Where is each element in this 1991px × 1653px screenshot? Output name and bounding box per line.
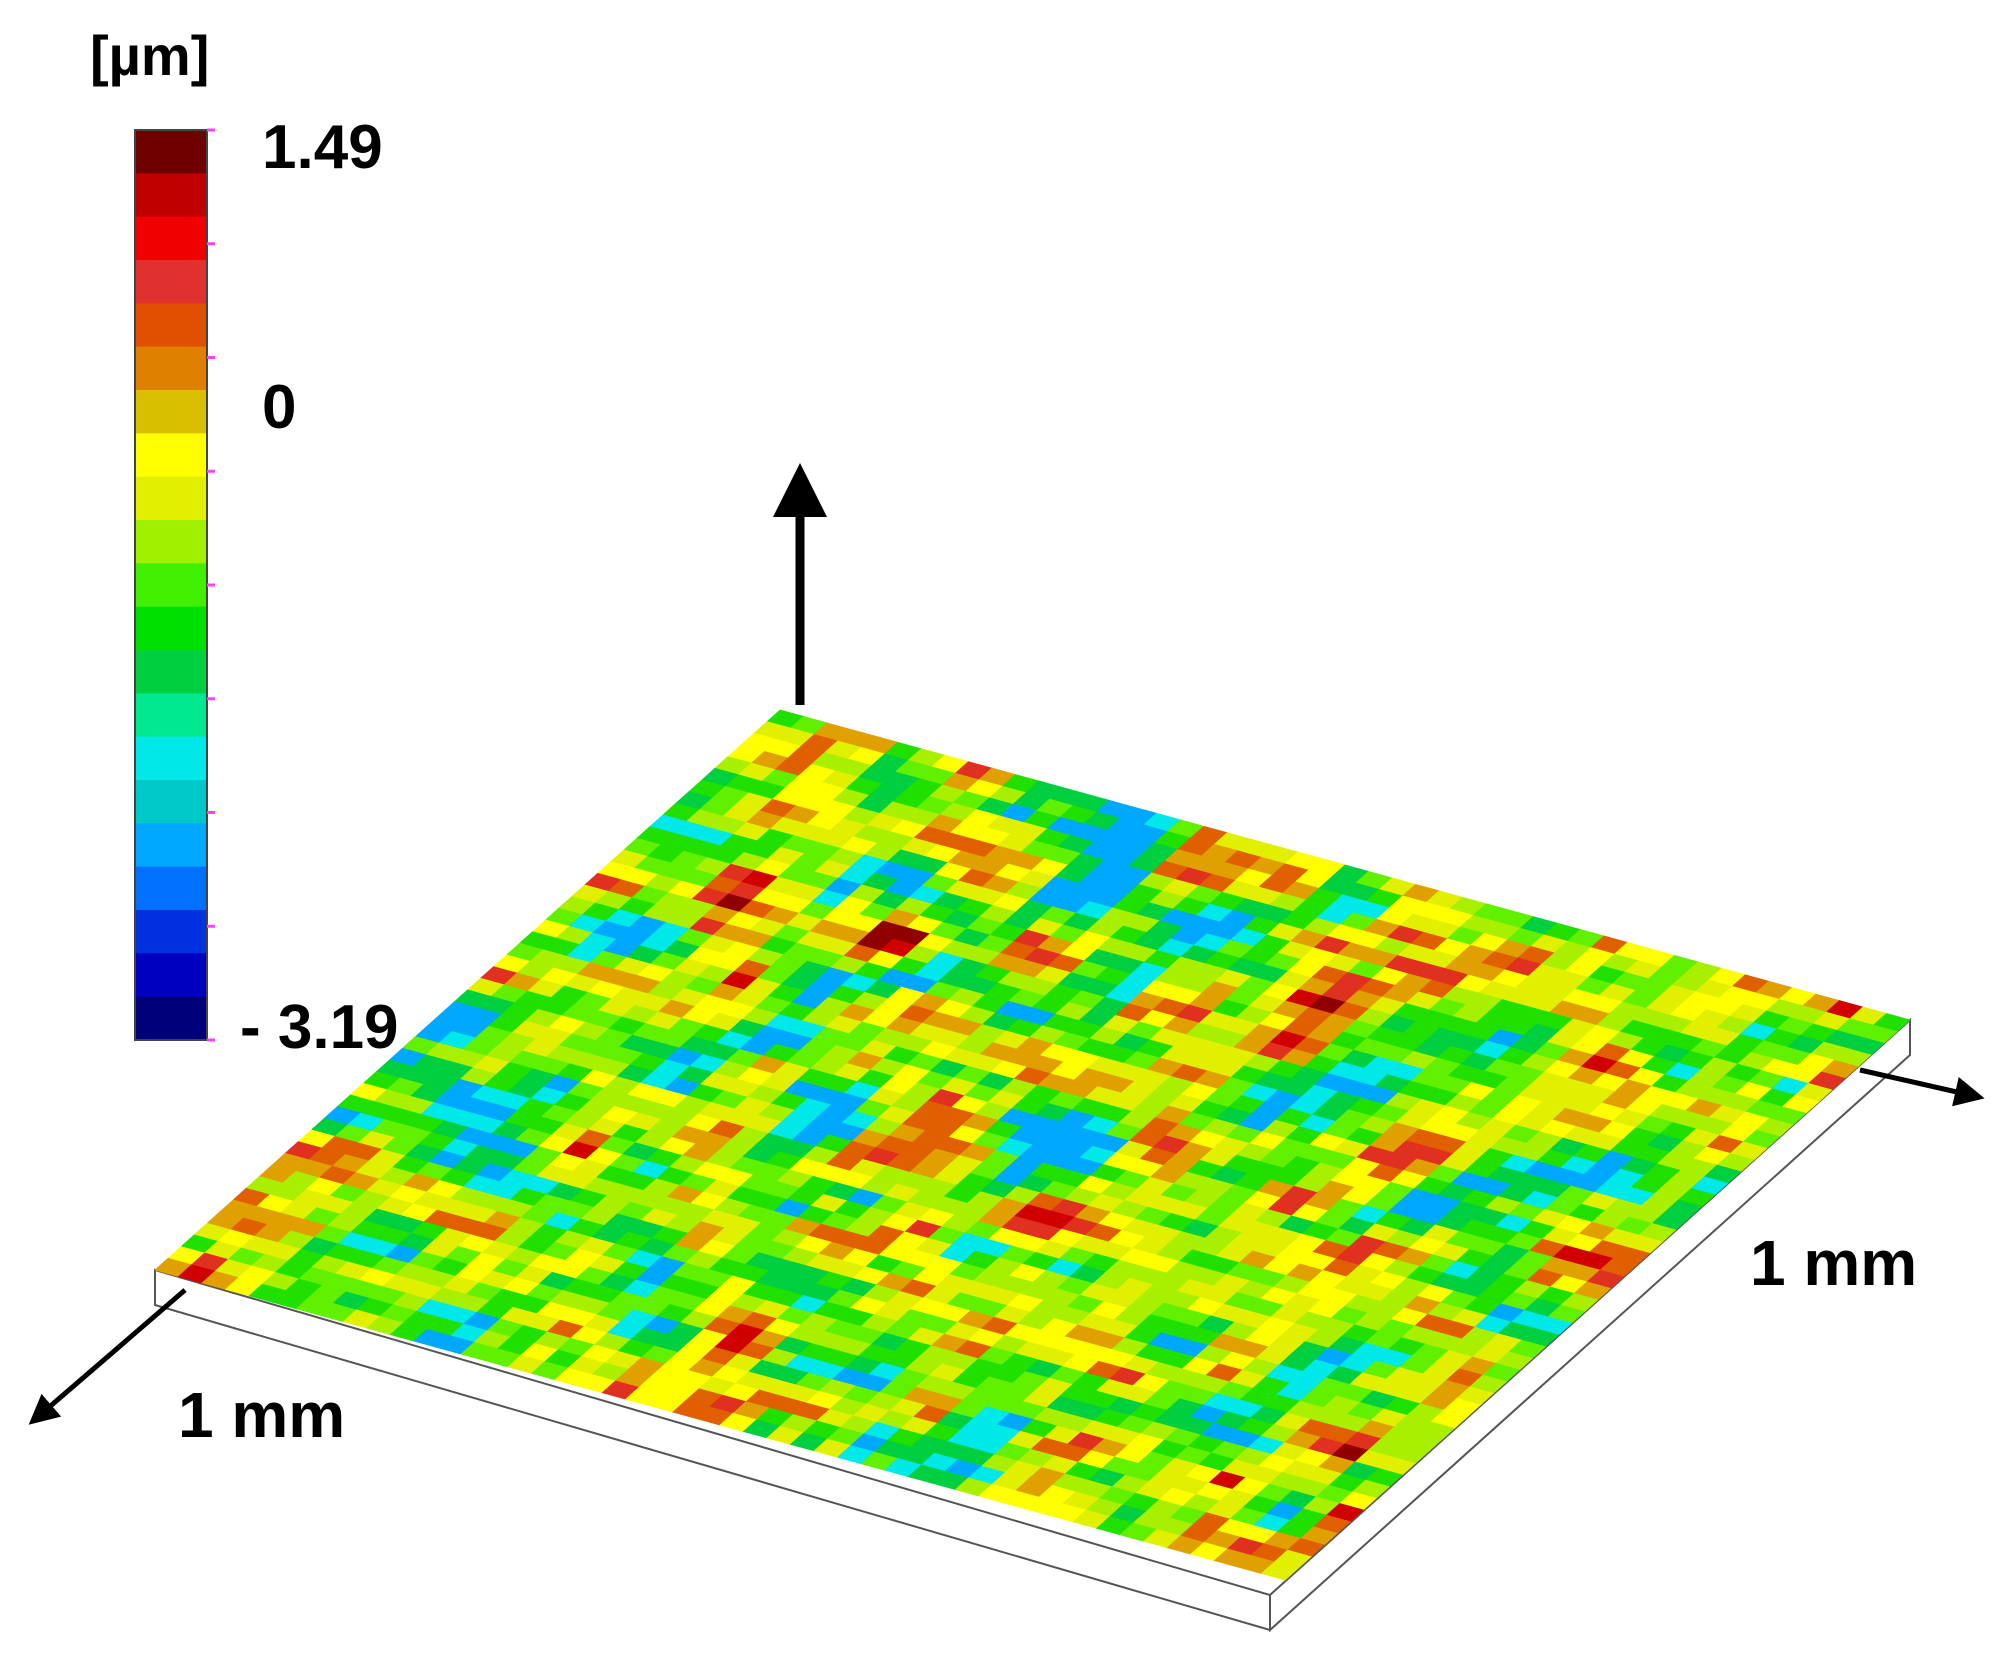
colorbar: [µm] 1.49 0 - 3.19 bbox=[90, 24, 399, 1062]
surface-heightmap bbox=[154, 709, 1911, 1581]
colorbar-stripe bbox=[135, 563, 207, 608]
colorbar-stripe bbox=[135, 953, 207, 998]
x-axis-label: 1 mm bbox=[178, 1379, 345, 1451]
colorbar-stripe bbox=[135, 520, 207, 564]
colorbar-ticks bbox=[207, 128, 215, 1042]
colorbar-stripe bbox=[135, 996, 207, 1041]
colorbar-min-label: - 3.19 bbox=[240, 993, 399, 1062]
colorbar-mid-label: 0 bbox=[262, 373, 296, 442]
colorbar-stripe bbox=[135, 693, 207, 738]
colorbar-stripe bbox=[135, 823, 207, 868]
colorbar-max-label: 1.49 bbox=[262, 113, 383, 182]
colorbar-stripe bbox=[135, 606, 207, 651]
colorbar-stripe bbox=[135, 130, 207, 174]
colorbar-stripe bbox=[135, 476, 207, 521]
colorbar-stripe bbox=[135, 736, 207, 781]
colorbar-stripe bbox=[135, 866, 207, 911]
surface-cell bbox=[1260, 1561, 1299, 1581]
colorbar-stripe bbox=[135, 260, 207, 304]
colorbar-stripe bbox=[135, 216, 207, 261]
colorbar-stripes bbox=[135, 130, 207, 1041]
axes: 1 mm 1 mm bbox=[28, 463, 1985, 1451]
colorbar-stripe bbox=[135, 303, 207, 348]
colorbar-stripe bbox=[135, 346, 207, 391]
colorbar-stripe bbox=[135, 650, 207, 694]
y-axis-arrow bbox=[1859, 1067, 1985, 1107]
x-axis-arrow bbox=[28, 1288, 187, 1425]
colorbar-unit-label: [µm] bbox=[90, 24, 209, 87]
colorbar-stripe bbox=[135, 910, 207, 954]
colorbar-stripe bbox=[135, 390, 207, 434]
y-axis-label: 1 mm bbox=[1750, 1227, 1917, 1299]
colorbar-stripe bbox=[135, 780, 207, 824]
colorbar-stripe bbox=[135, 173, 207, 218]
colorbar-stripe bbox=[135, 433, 207, 478]
